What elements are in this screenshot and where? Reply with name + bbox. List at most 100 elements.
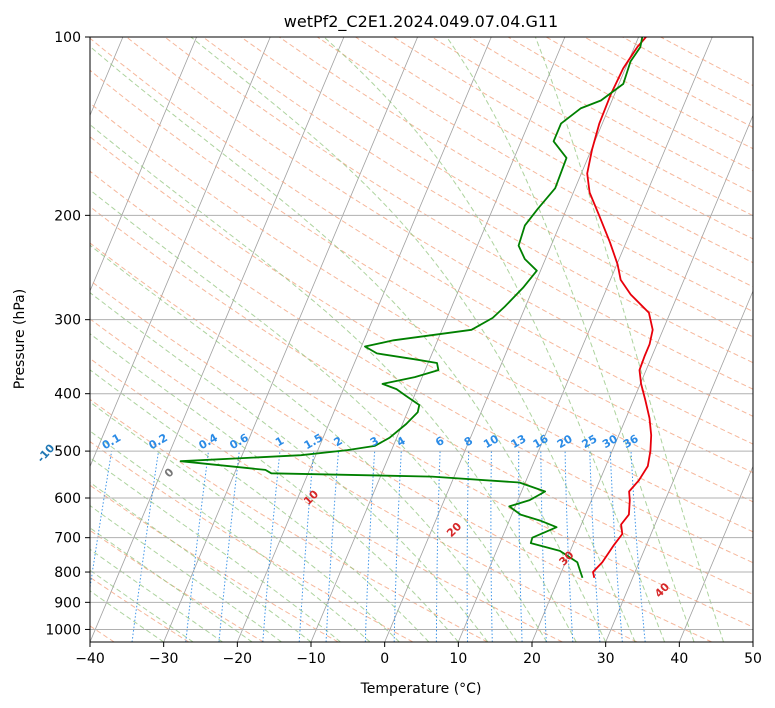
moist-adiabat-line bbox=[90, 569, 194, 642]
moist-adiabat-line bbox=[323, 37, 666, 642]
mixing-ratio-label: 1.5 bbox=[302, 431, 325, 452]
background-lines bbox=[90, 37, 753, 642]
moist-adiabat-line bbox=[190, 37, 636, 642]
mixing-ratio-line bbox=[393, 451, 402, 642]
isotherm-line bbox=[90, 37, 197, 293]
moist-adiabat-line bbox=[90, 369, 430, 642]
moist-adiabat-label: 0 bbox=[162, 465, 177, 480]
axis-ticks: −40 −30 −20 −10 0 10 20 30 40 5010020030040050060… bbox=[45, 30, 762, 667]
mixing-ratio-label: 0.4 bbox=[197, 431, 221, 452]
dry-adiabat-line bbox=[90, 136, 753, 533]
dry-adiabat-line bbox=[240, 37, 753, 338]
mixing-ratio-label: 30 bbox=[600, 432, 620, 451]
moist-adiabat-line bbox=[534, 37, 724, 642]
mixing-ratio-line bbox=[262, 451, 281, 642]
y-tick-label: 600 bbox=[54, 491, 81, 507]
plot-frame bbox=[89, 36, 754, 643]
x-tick-label: 10 bbox=[449, 651, 467, 667]
y-tick-label: 500 bbox=[54, 444, 81, 460]
mixing-ratio-label: 1 bbox=[273, 434, 286, 449]
isotherm-line bbox=[90, 37, 345, 642]
mixing-ratio-label: 10 bbox=[481, 432, 501, 451]
dry-adiabat-line bbox=[202, 37, 753, 364]
moist-adiabat-line bbox=[90, 244, 518, 642]
mixing-ratio-line bbox=[630, 451, 646, 642]
mixing-ratio-line bbox=[218, 451, 240, 642]
isotherm-line bbox=[605, 289, 753, 642]
isotherm-line bbox=[752, 640, 753, 642]
dry-adiabat-line bbox=[431, 37, 753, 217]
mixing-ratio-label: 6 bbox=[433, 434, 446, 449]
x-tick-label: 20 bbox=[523, 651, 541, 667]
profile-line bbox=[586, 37, 654, 578]
y-tick-label: 1000 bbox=[45, 622, 81, 638]
dry-adiabat-line bbox=[90, 529, 264, 642]
mixing-ratio-line bbox=[490, 451, 493, 642]
moist-adiabat-label: 40 bbox=[652, 580, 672, 600]
y-tick-label: 200 bbox=[54, 208, 81, 224]
y-tick-label: 800 bbox=[54, 565, 81, 581]
profile-line bbox=[179, 37, 644, 579]
dry-adiabat-line bbox=[90, 170, 753, 564]
mixing-ratio-line bbox=[298, 451, 315, 642]
mixing-ratio-label: 0.2 bbox=[147, 431, 170, 452]
dry-adiabat-line bbox=[317, 37, 753, 288]
x-tick-label: 0 bbox=[380, 651, 389, 667]
mixing-ratio-line bbox=[466, 451, 470, 642]
line-labels: -100-90-80-70-60-50-40-30-20-100.10.20.4… bbox=[34, 431, 672, 600]
moist-adiabat-line bbox=[90, 401, 400, 642]
dry-adiabat-line bbox=[622, 37, 753, 107]
x-tick-label: −10 bbox=[296, 651, 326, 667]
mixing-ratio-line bbox=[325, 451, 339, 642]
moist-adiabat-line bbox=[90, 590, 164, 642]
moist-adiabat-line bbox=[90, 124, 577, 642]
moist-adiabat-line bbox=[90, 189, 548, 642]
dry-adiabat-line bbox=[126, 37, 753, 417]
isotherm-line bbox=[90, 37, 271, 468]
moist-adiabat-line bbox=[90, 292, 489, 642]
moist-adiabat-line bbox=[90, 457, 341, 642]
moist-adiabat-line bbox=[90, 333, 459, 642]
dry-adiabat-line bbox=[90, 242, 753, 628]
dry-adiabat-line bbox=[660, 37, 753, 87]
y-axis-label: Pressure (hPa) bbox=[12, 289, 28, 389]
mixing-ratio-line bbox=[609, 451, 623, 642]
sounding-profiles bbox=[179, 37, 654, 579]
moist-adiabat-line bbox=[90, 430, 371, 642]
dry-adiabat-line bbox=[90, 398, 488, 642]
isotherm-line bbox=[678, 465, 753, 642]
x-tick-label: −40 bbox=[75, 651, 105, 667]
x-tick-label: −30 bbox=[149, 651, 179, 667]
x-tick-label: 30 bbox=[597, 651, 615, 667]
mixing-ratio-label: 36 bbox=[621, 432, 641, 451]
mixing-ratio-line bbox=[518, 451, 523, 642]
mixing-ratio-line bbox=[564, 451, 574, 642]
mixing-ratio-line bbox=[589, 451, 601, 642]
moist-adiabat-line bbox=[90, 505, 282, 642]
mixing-ratio-label: 0.6 bbox=[227, 431, 251, 452]
pressure-grid bbox=[90, 37, 753, 630]
y-tick-label: 100 bbox=[54, 30, 81, 46]
moist-adiabat-line bbox=[90, 527, 253, 642]
mixing-ratio-label: 20 bbox=[555, 432, 575, 451]
y-tick-label: 400 bbox=[54, 387, 81, 403]
moist-adiabat-line bbox=[90, 548, 223, 642]
chart-title: wetPf2_C2E1.2024.049.07.04.G11 bbox=[284, 12, 558, 32]
dry-adiabat-line bbox=[90, 37, 753, 445]
isotherm-line bbox=[384, 37, 639, 642]
mixing-ratio-label: 4 bbox=[394, 434, 407, 449]
dry-adiabat-line bbox=[278, 37, 753, 313]
isotherm-line bbox=[531, 114, 753, 642]
mixing-ratio-line bbox=[90, 451, 113, 591]
dry-adiabat-line bbox=[90, 440, 414, 642]
mixing-ratio-label: 8 bbox=[462, 434, 475, 449]
dry-adiabat-line bbox=[584, 37, 753, 128]
dry-adiabat-line bbox=[90, 357, 563, 642]
dry-adiabat-line bbox=[90, 484, 339, 642]
dry-adiabat-line bbox=[90, 69, 753, 474]
x-axis-label: Temperature (°C) bbox=[360, 681, 482, 697]
x-tick-label: 40 bbox=[670, 651, 688, 667]
x-tick-label: 50 bbox=[744, 651, 762, 667]
mixing-ratio-label: 13 bbox=[509, 432, 529, 451]
